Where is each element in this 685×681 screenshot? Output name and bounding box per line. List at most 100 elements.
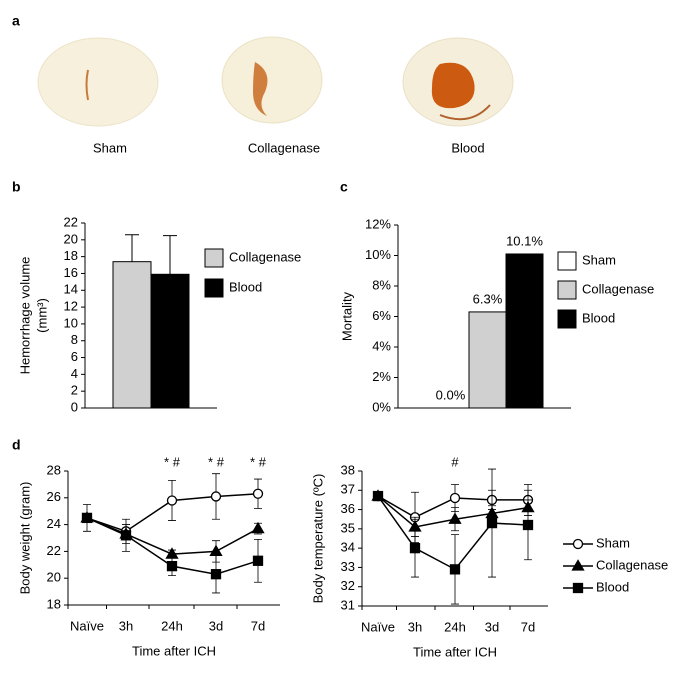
y-tick-label: 0% [372, 399, 391, 414]
panel-label: b [12, 179, 21, 195]
y-tick-label: 22 [64, 214, 78, 229]
y-tick-label: 10 [64, 315, 78, 330]
panel-label: c [340, 179, 348, 195]
y-axis-label: Mortality [339, 291, 354, 341]
legend-label: Sham [596, 535, 630, 550]
y-axis-label: Body weight (gram) [17, 482, 32, 595]
legend-label: Collagenase [596, 557, 668, 572]
y-tick-label: 8 [71, 332, 78, 347]
annotation: # [451, 454, 459, 469]
legend-swatch [557, 280, 577, 300]
legend-label: Blood [229, 279, 262, 294]
y-tick-label: 20 [64, 231, 78, 246]
x-tick-label: 3d [485, 619, 499, 634]
y-tick-label: 12% [365, 216, 391, 231]
marker [448, 512, 462, 524]
legend-label: Sham [582, 252, 616, 267]
x-tick-label: 24h [444, 619, 466, 634]
data-label: 10.1% [506, 233, 543, 248]
line [377, 495, 529, 571]
y-tick-label: 4% [372, 338, 391, 353]
y-tick-label: 12 [64, 299, 78, 314]
brain-slice [37, 37, 159, 127]
x-tick-label: 24h [161, 618, 183, 633]
y-tick-label: 0 [71, 399, 78, 414]
y-tick-label: 31 [341, 597, 355, 612]
y-tick-label: 28 [47, 462, 61, 477]
x-axis-label: Time after ICH [132, 643, 216, 658]
image-label: Sham [93, 140, 127, 155]
marker [209, 544, 223, 557]
x-tick-label: 7d [251, 618, 265, 633]
y-tick-label: 18 [64, 248, 78, 263]
marker [81, 512, 93, 524]
bar [112, 261, 152, 409]
marker [486, 517, 498, 529]
data-label: 0.0% [436, 387, 466, 402]
x-tick-label: 3h [408, 619, 422, 634]
y-axis-label: Hemorrhage volume [17, 257, 32, 375]
y-axis-label: Body temperature (ºC) [310, 474, 325, 604]
marker [210, 569, 222, 580]
y-tick-label: 2 [71, 383, 78, 398]
marker [449, 492, 461, 504]
legend-label: Blood [582, 310, 615, 325]
panel-label: a [12, 13, 20, 29]
bar [150, 273, 190, 409]
marker [166, 560, 178, 572]
legend-label: Collagenase [229, 249, 301, 264]
annotation: * # [164, 454, 181, 469]
y-tick-label: 37 [341, 482, 355, 497]
annotation: * # [208, 454, 225, 469]
legend-marker [572, 538, 584, 550]
y-tick-label: 26 [47, 489, 61, 504]
bar [468, 311, 507, 409]
annotation: * # [250, 454, 267, 469]
marker [409, 542, 421, 554]
marker [251, 521, 265, 534]
y-tick-label: 22 [47, 543, 61, 558]
y-tick-label: 16 [64, 265, 78, 280]
y-tick-label: 8% [372, 277, 391, 292]
legend-swatch [557, 251, 577, 271]
y-axis-label: (mm³) [34, 298, 49, 333]
y-tick-label: 32 [341, 578, 355, 593]
y-tick-label: 38 [341, 462, 355, 477]
y-tick-label: 18 [47, 596, 61, 611]
legend-swatch [204, 248, 224, 268]
y-tick-label: 6% [372, 308, 391, 323]
legend-swatch [557, 309, 577, 329]
x-axis-label: Time after ICH [413, 644, 497, 659]
error-bar [163, 235, 177, 275]
legend-swatch [204, 278, 224, 298]
legend-label: Blood [596, 579, 629, 594]
brain-slice [402, 37, 514, 127]
y-tick-label: 4 [71, 366, 78, 381]
y-tick-label: 2% [372, 369, 391, 384]
y-tick-label: 10% [365, 247, 391, 262]
image-label: Blood [451, 140, 484, 155]
x-tick-label: Naïve [361, 619, 395, 634]
brain-slice [221, 36, 323, 124]
y-tick-label: 35 [341, 520, 355, 535]
y-tick-label: 24 [47, 516, 61, 531]
y-tick-label: 33 [341, 559, 355, 574]
x-tick-label: 7d [521, 619, 535, 634]
y-tick-label: 36 [341, 501, 355, 516]
marker [522, 519, 534, 531]
x-tick-label: 3d [209, 618, 223, 633]
legend-marker [571, 559, 585, 571]
marker [449, 564, 461, 575]
error-bar [125, 234, 139, 262]
marker [120, 530, 132, 541]
y-tick-label: 20 [47, 570, 61, 585]
y-tick-label: 6 [71, 349, 78, 364]
legend-label: Collagenase [582, 281, 654, 296]
legend-marker [572, 582, 584, 594]
x-tick-label: Naïve [70, 618, 104, 633]
x-tick-label: 3h [119, 618, 133, 633]
image-label: Collagenase [248, 140, 320, 155]
marker [372, 490, 384, 502]
marker [252, 488, 264, 499]
